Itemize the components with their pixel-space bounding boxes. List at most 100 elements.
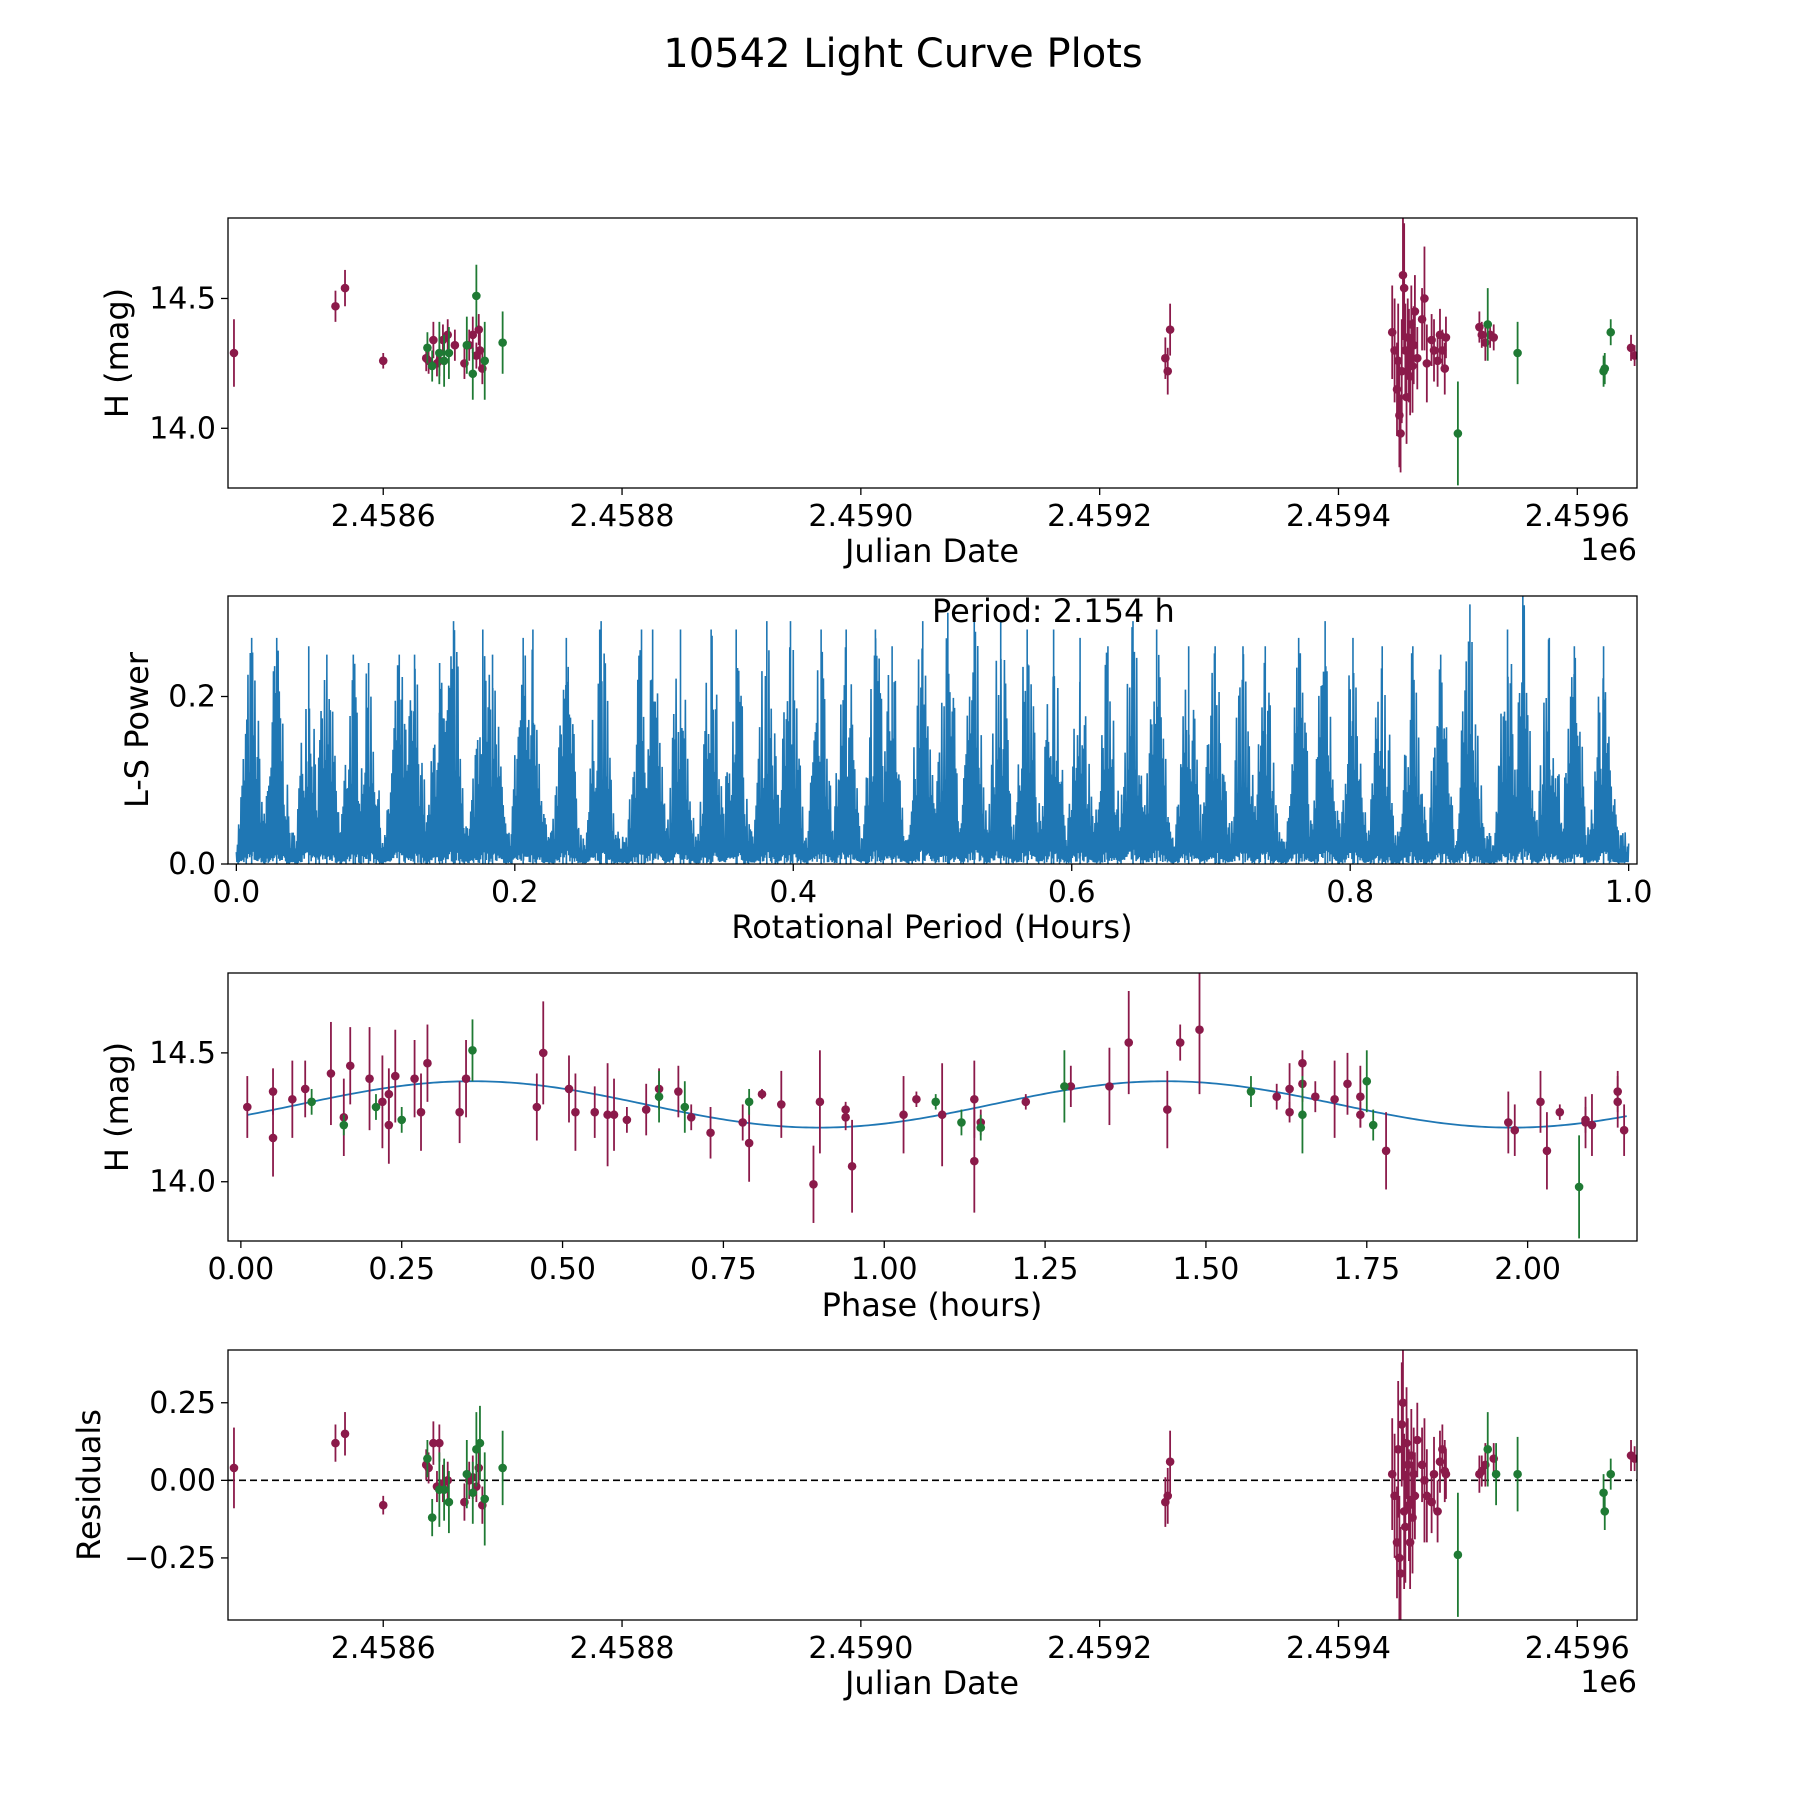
- phased-point-maroon: [384, 1068, 394, 1120]
- residuals-marker: [1606, 1469, 1616, 1479]
- phased-point-maroon: [300, 1060, 310, 1118]
- phased-marker: [912, 1094, 921, 1104]
- phased-point-green: [1368, 1109, 1378, 1141]
- periodogram-xtick-label: 0.2: [491, 875, 539, 910]
- residuals-marker: [1403, 1460, 1413, 1470]
- lightcurve-point-green: [1453, 381, 1463, 486]
- residuals-marker: [480, 1494, 490, 1504]
- residuals-point-maroon: [1401, 1471, 1410, 1583]
- phased-point-maroon: [1356, 1101, 1365, 1128]
- phased-marker: [1330, 1094, 1339, 1104]
- light-curve-frame: [227, 217, 1638, 489]
- lightcurve-point-maroon: [443, 319, 453, 351]
- phased-marker: [1356, 1092, 1365, 1101]
- phased-marker: [390, 1071, 400, 1081]
- residuals-marker: [1395, 1553, 1404, 1563]
- periodogram-ytick-label: 0.0: [168, 847, 216, 882]
- lightcurve-marker: [1399, 283, 1409, 293]
- phased-ytick-label: 14.0: [149, 1165, 216, 1200]
- phased-marker: [622, 1115, 632, 1125]
- residuals-point-maroon: [1630, 1446, 1637, 1472]
- phased-xlabel: Phase (hours): [822, 1286, 1043, 1324]
- phased-marker: [300, 1084, 310, 1094]
- residuals-point-green: [444, 1471, 454, 1534]
- phased-marker: [1272, 1092, 1282, 1101]
- phased-marker: [384, 1120, 394, 1130]
- periodogram-xtick-label: 0.4: [769, 875, 817, 910]
- periodogram-line: [235, 596, 1630, 864]
- phased-point-maroon: [1175, 1024, 1185, 1061]
- phased-marker: [1613, 1097, 1622, 1107]
- phased-point-maroon: [609, 1078, 619, 1151]
- residuals-marker: [1163, 1491, 1173, 1501]
- phased-point-maroon: [744, 1104, 754, 1182]
- lightcurve-marker: [498, 338, 507, 347]
- lightcurve-marker: [475, 346, 485, 355]
- residuals-ylabel: Residuals: [70, 1409, 108, 1561]
- phased-marker: [654, 1092, 664, 1101]
- phased-marker: [1581, 1118, 1590, 1127]
- phased-xtick-label: 1.00: [851, 1252, 918, 1287]
- phased-marker: [686, 1113, 696, 1122]
- residuals-point-maroon: [1399, 1433, 1409, 1589]
- lightcurve-marker: [1410, 307, 1420, 316]
- phased-marker: [416, 1107, 426, 1117]
- phased-point-green: [468, 1019, 477, 1082]
- phased-point-maroon: [455, 1081, 464, 1144]
- phased-ylabel: H (mag): [98, 1042, 136, 1172]
- lightcurve-marker: [378, 356, 388, 366]
- residuals-point-maroon: [1402, 1387, 1411, 1499]
- residuals-point-green: [427, 1498, 437, 1537]
- phased-point-maroon: [1555, 1104, 1565, 1120]
- lightcurve-point-maroon: [229, 319, 239, 387]
- phased-point-maroon: [899, 1076, 908, 1154]
- lightcurve-xtick-label: 2.4586: [331, 499, 436, 534]
- residuals-point-green: [475, 1405, 485, 1481]
- lightcurve-marker: [1163, 366, 1173, 376]
- residuals-marker: [424, 1463, 433, 1473]
- residuals-marker: [1412, 1435, 1422, 1445]
- phased-marker: [378, 1097, 387, 1107]
- phased-marker: [641, 1105, 651, 1114]
- residuals-point-maroon: [1433, 1480, 1442, 1543]
- residuals-point-maroon: [1393, 1381, 1403, 1518]
- lightcurve-point-maroon: [1412, 327, 1422, 390]
- lightcurve-marker: [1398, 270, 1408, 280]
- phased-point-maroon: [757, 1088, 767, 1100]
- phased-marker: [706, 1128, 715, 1138]
- phased-marker: [384, 1089, 394, 1099]
- lightcurve-point-maroon: [1441, 316, 1451, 359]
- figure-title: 10542 Light Curve Plots: [663, 31, 1142, 77]
- residuals-point-green: [1483, 1412, 1493, 1487]
- residuals-point-maroon: [340, 1412, 350, 1456]
- phased-marker: [1311, 1092, 1320, 1101]
- lightcurve-marker: [1422, 359, 1432, 368]
- phased-marker: [744, 1097, 754, 1107]
- panel-periodogram: 0.0 0.2 0.4 0.6 0.8 1.0 0.0 0.2 Period: 2.154 h…: [118, 592, 1653, 946]
- lightcurve-marker: [1408, 361, 1417, 371]
- phased-marker: [976, 1123, 986, 1132]
- phased-point-maroon: [809, 1145, 818, 1223]
- phased-xtick-label: 0.00: [207, 1252, 274, 1287]
- lightcurve-point-maroon: [1399, 223, 1409, 353]
- phased-point-maroon: [423, 1024, 432, 1102]
- lightcurve-marker: [474, 325, 484, 334]
- phased-marker: [1124, 1038, 1134, 1047]
- residuals-marker: [468, 1488, 478, 1498]
- residuals-point-maroon: [1165, 1430, 1175, 1493]
- lightcurve-marker: [1453, 429, 1463, 438]
- residuals-ytick-label: −0.25: [124, 1541, 216, 1576]
- phased-marker: [532, 1102, 542, 1112]
- phased-point-maroon: [243, 1076, 252, 1138]
- residuals-point-maroon: [1422, 1449, 1432, 1543]
- residuals-marker: [1483, 1445, 1493, 1454]
- periodogram-ylabel: L-S Power: [118, 651, 156, 808]
- residuals-xtick-label: 2.4594: [1286, 1631, 1391, 1666]
- phased-point-maroon: [538, 1001, 548, 1105]
- residuals-point-green: [462, 1440, 472, 1509]
- residuals-marker: [1599, 1488, 1608, 1498]
- phased-marker: [1246, 1087, 1256, 1096]
- residuals-ytick-label: 0.25: [149, 1386, 216, 1421]
- lightcurve-marker: [439, 356, 449, 366]
